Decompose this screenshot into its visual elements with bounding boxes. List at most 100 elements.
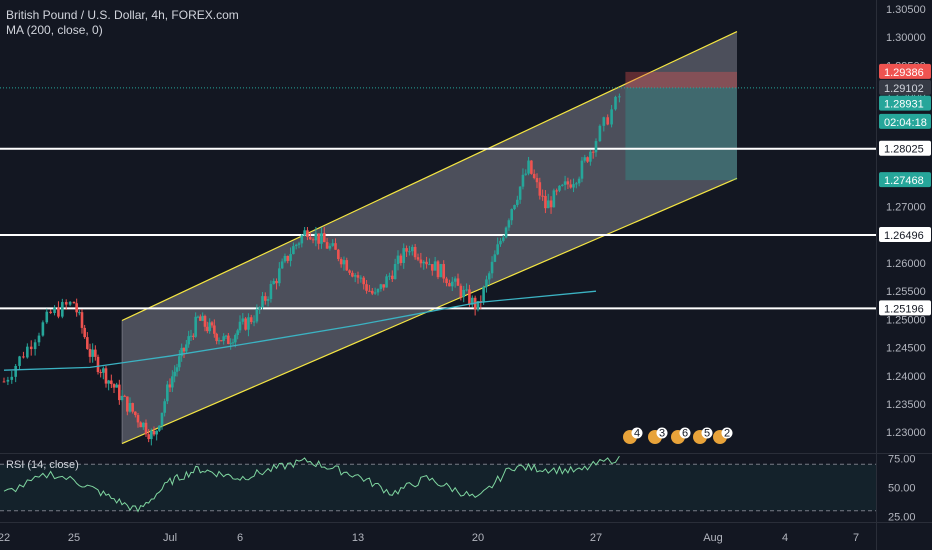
candle-body bbox=[448, 283, 451, 287]
candle-body bbox=[120, 395, 124, 401]
candle-body bbox=[504, 227, 508, 238]
candle-body bbox=[88, 348, 92, 357]
candle-body bbox=[586, 157, 589, 162]
candle-body bbox=[166, 384, 169, 402]
candle-body bbox=[314, 233, 318, 241]
price-axis-label: 1.23500 bbox=[886, 399, 926, 411]
candle-body bbox=[128, 403, 132, 412]
price-tag-label: 1.29386 bbox=[884, 67, 924, 79]
candle-body bbox=[538, 182, 542, 196]
event-badge-count-bg bbox=[656, 427, 668, 439]
rsi-axis-label: 75.00 bbox=[888, 453, 916, 465]
rsi-axis-label: 50.00 bbox=[888, 483, 916, 495]
candle-body bbox=[158, 425, 161, 431]
candle-body bbox=[175, 367, 179, 372]
candle-body bbox=[220, 340, 223, 342]
candle-body bbox=[283, 255, 287, 262]
candle-body bbox=[252, 321, 256, 323]
candle-body bbox=[78, 312, 81, 314]
candle-body bbox=[26, 346, 29, 358]
candle-body bbox=[286, 255, 290, 261]
candle-body bbox=[501, 237, 505, 241]
candle-body bbox=[194, 316, 197, 337]
price-axis-label: 1.25500 bbox=[886, 286, 926, 298]
candle-body bbox=[416, 257, 420, 260]
candle-body bbox=[527, 160, 530, 174]
candle-body bbox=[68, 301, 72, 305]
candle-body bbox=[96, 356, 100, 373]
candle-body bbox=[334, 243, 337, 250]
candle-body bbox=[308, 237, 312, 240]
candle-body bbox=[390, 275, 394, 280]
price-axis-label: 1.27000 bbox=[886, 202, 926, 214]
candle-body bbox=[560, 184, 564, 186]
candle-body bbox=[173, 371, 176, 377]
candle-body bbox=[376, 288, 380, 293]
ma-indicator-label: MA (200, close, 0) bbox=[6, 23, 103, 37]
candle-body bbox=[468, 289, 471, 305]
candle-body bbox=[370, 290, 374, 294]
candle-body bbox=[203, 315, 207, 327]
candle-body bbox=[493, 254, 497, 262]
candle-body bbox=[75, 303, 78, 313]
candle-body bbox=[163, 401, 166, 413]
candle-body bbox=[236, 330, 239, 336]
candle-body bbox=[199, 316, 202, 321]
candle-body bbox=[485, 279, 488, 288]
candle-body bbox=[234, 335, 237, 343]
candle-body bbox=[86, 337, 89, 349]
candle-body bbox=[297, 243, 301, 245]
channel-upper-line bbox=[121, 31, 738, 322]
candle-body bbox=[402, 248, 406, 264]
candle-body bbox=[300, 235, 304, 244]
candle-body bbox=[241, 318, 245, 322]
candle-body bbox=[569, 184, 573, 188]
price-tag-label: 1.28025 bbox=[884, 144, 924, 156]
candle-body bbox=[10, 376, 14, 380]
chart-legend: British Pound / U.S. Dollar, 4h, FOREX.c… bbox=[6, 8, 239, 38]
candle-body bbox=[182, 347, 186, 352]
price-tag-6 bbox=[879, 172, 931, 188]
event-badge-count-bg bbox=[679, 427, 691, 439]
candle-body bbox=[507, 220, 511, 228]
position-risk-zone bbox=[625, 71, 737, 88]
time-axis-label: 6 bbox=[237, 532, 243, 544]
candle-body bbox=[339, 258, 343, 265]
candle-body bbox=[353, 275, 357, 277]
candle-body bbox=[33, 342, 37, 350]
time-axis-label: Jul bbox=[163, 532, 177, 544]
rsi-axis-label: 25.00 bbox=[888, 512, 916, 524]
candle-body bbox=[41, 322, 45, 336]
candle-body bbox=[362, 277, 366, 285]
price-axis-label: 1.26000 bbox=[886, 258, 926, 270]
candle-body bbox=[22, 356, 25, 358]
candle-body bbox=[261, 296, 264, 308]
candle-body bbox=[351, 272, 354, 277]
candle-body bbox=[558, 185, 561, 191]
candle-body bbox=[244, 318, 247, 330]
time-axis-label: 7 bbox=[853, 532, 859, 544]
candle-body bbox=[614, 96, 617, 110]
price-axis-label: 1.30500 bbox=[886, 4, 926, 16]
candle-body bbox=[227, 335, 230, 344]
candle-body bbox=[518, 186, 522, 200]
candle-body bbox=[393, 264, 397, 280]
candle-body bbox=[45, 311, 49, 323]
price-tag-label: 1.29102 bbox=[884, 83, 924, 95]
price-tag-label: 1.25196 bbox=[884, 303, 924, 315]
candle-body bbox=[610, 109, 613, 125]
candle-body bbox=[83, 327, 86, 338]
candle-body bbox=[150, 430, 153, 440]
price-axis-label: 1.25000 bbox=[886, 314, 926, 326]
price-axis-label: 1.24000 bbox=[886, 371, 926, 383]
candle-body bbox=[419, 259, 423, 264]
candle-body bbox=[6, 379, 10, 382]
candle-body bbox=[379, 284, 383, 289]
candle-body bbox=[136, 415, 140, 423]
candle-body bbox=[269, 284, 273, 299]
candle-body bbox=[110, 380, 113, 385]
candle-body bbox=[328, 245, 332, 249]
candle-body bbox=[436, 261, 440, 278]
candle-body bbox=[516, 199, 519, 206]
